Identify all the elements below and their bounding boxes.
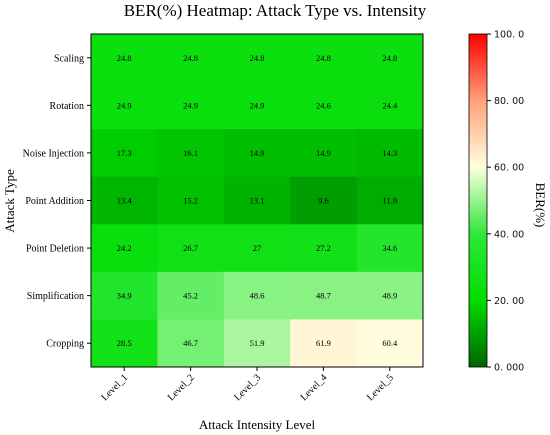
x-tick-label: Level_3 <box>232 372 263 403</box>
y-tick-label: Point Addition <box>25 196 84 207</box>
heatmap-cell <box>91 34 158 83</box>
cell-value-label: 34.9 <box>117 291 132 301</box>
cell-value-label: 34.6 <box>382 243 397 253</box>
heatmap-cell <box>356 34 424 83</box>
colorbar-tick-label: 40. 00 <box>494 229 524 240</box>
heatmap-cell <box>91 271 158 320</box>
heatmap-cell <box>290 176 358 225</box>
y-tick-label: Point Deletion <box>26 244 84 255</box>
cell-value-label: 17.3 <box>117 148 132 158</box>
cell-value-label: 51.9 <box>250 338 265 348</box>
cell-value-label: 24.8 <box>382 53 397 63</box>
heatmap-cell <box>223 176 291 225</box>
heatmap-cell <box>290 271 358 320</box>
heatmap-cell <box>223 81 291 130</box>
cell-value-label: 24.9 <box>183 100 198 110</box>
cell-value-label: 24.4 <box>382 100 398 110</box>
heatmap-cell <box>223 224 291 273</box>
heatmap-cell <box>157 34 225 83</box>
heatmap-cell <box>91 319 158 368</box>
cell-value-label: 14.9 <box>250 148 265 158</box>
x-tick-label: Level_5 <box>365 372 396 403</box>
heatmap-cell <box>157 81 225 130</box>
heatmap-cell <box>157 224 225 273</box>
heatmap-cell <box>157 176 225 225</box>
y-tick-label: Noise Injection <box>23 148 84 159</box>
heatmap-cell <box>91 129 158 178</box>
x-tick-label: Level_4 <box>299 372 330 403</box>
heatmap-cell <box>157 319 225 368</box>
colorbar-ticks: 0. 000 20. 00 40. 00 60. 00 80. 00 100. 0 <box>487 30 524 374</box>
colorbar-label: BER(%) <box>533 183 548 228</box>
heatmap-cell <box>91 81 158 130</box>
colorbar-tick-label: 100. 0 <box>494 30 524 41</box>
cell-value-label: 24.6 <box>316 100 331 110</box>
y-axis-label: Attack Type <box>2 169 17 233</box>
colorbar-tick-label: 80. 00 <box>494 96 524 107</box>
heatmap-cell <box>223 319 291 368</box>
cell-value-label: 24.8 <box>316 53 331 63</box>
heatmap-cell <box>290 224 358 273</box>
cell-value-label: 13.4 <box>117 196 133 206</box>
cell-value-label: 11.9 <box>383 196 398 206</box>
heatmap-cell <box>223 271 291 320</box>
heatmap-cell <box>356 81 424 130</box>
colorbar-tick-label: 60. 00 <box>494 163 524 174</box>
heatmap-cell <box>356 224 424 273</box>
cell-value-label: 46.7 <box>183 338 198 348</box>
cell-value-label: 15.2 <box>183 196 198 206</box>
heatmap-cell <box>290 34 358 83</box>
cell-value-label: 48.6 <box>250 291 265 301</box>
y-axis-ticks: Scaling Rotation Noise Injection Point Addi… <box>23 53 91 350</box>
heatmap-cell <box>91 224 158 273</box>
cell-value-label: 26.7 <box>183 243 198 253</box>
x-tick-label: Level_2 <box>166 372 197 403</box>
colorbar-tick-label: 20. 00 <box>494 296 524 307</box>
cell-value-label: 24.9 <box>117 100 132 110</box>
colorbar <box>468 33 488 368</box>
cell-value-label: 14.9 <box>316 148 331 158</box>
heatmap-cell <box>290 319 358 368</box>
heatmap-cell <box>91 176 158 225</box>
heatmap-cell <box>356 129 424 178</box>
cell-value-label: 24.8 <box>117 53 132 63</box>
heatmap-cell <box>290 81 358 130</box>
cell-value-label: 28.5 <box>117 338 132 348</box>
heatmap-cell <box>356 319 424 368</box>
colorbar-tick-label: 0. 000 <box>494 363 524 374</box>
x-axis-label: Attack Intensity Level <box>199 417 316 432</box>
heatmap-cell <box>356 176 424 225</box>
heatmap-cell <box>290 129 358 178</box>
x-tick-label: Level_1 <box>99 372 130 403</box>
y-tick-label: Rotation <box>50 101 84 112</box>
cell-value-label: 27.2 <box>316 243 331 253</box>
heatmap-cell <box>157 271 225 320</box>
cell-value-label: 48.9 <box>382 291 397 301</box>
x-axis-ticks: Level_1 Level_2 Level_3 Level_4 Level_5 <box>99 367 396 403</box>
cell-value-label: 24.9 <box>250 100 265 110</box>
cell-value-label: 24.8 <box>250 53 265 63</box>
cell-value-label: 45.2 <box>183 291 198 301</box>
y-tick-label: Simplification <box>27 291 84 302</box>
y-tick-label: Cropping <box>46 339 84 350</box>
cell-value-label: 60.4 <box>382 338 398 348</box>
cell-value-label: 24.8 <box>183 53 198 63</box>
cell-value-label: 13.1 <box>250 196 265 206</box>
cell-value-label: 9.6 <box>318 196 329 206</box>
heatmap-cell <box>223 129 291 178</box>
cell-value-label: 24.2 <box>117 243 132 253</box>
cell-value-label: 61.9 <box>316 338 331 348</box>
cell-value-label: 48.7 <box>316 291 331 301</box>
heatmap-cell <box>356 271 424 320</box>
cell-value-label: 14.3 <box>382 148 397 158</box>
chart-title: BER(%) Heatmap: Attack Type vs. Intensit… <box>124 1 427 20</box>
cell-value-label: 27 <box>253 243 262 253</box>
cell-value-label: 16.1 <box>183 148 198 158</box>
heatmap-cells: 24.8 24.8 24.8 24.8 24.8 24.9 24.9 24.9 24.6 24.4… <box>91 34 424 368</box>
heatmap-cell <box>223 34 291 83</box>
heatmap-cell <box>157 129 225 178</box>
y-tick-label: Scaling <box>54 53 84 64</box>
